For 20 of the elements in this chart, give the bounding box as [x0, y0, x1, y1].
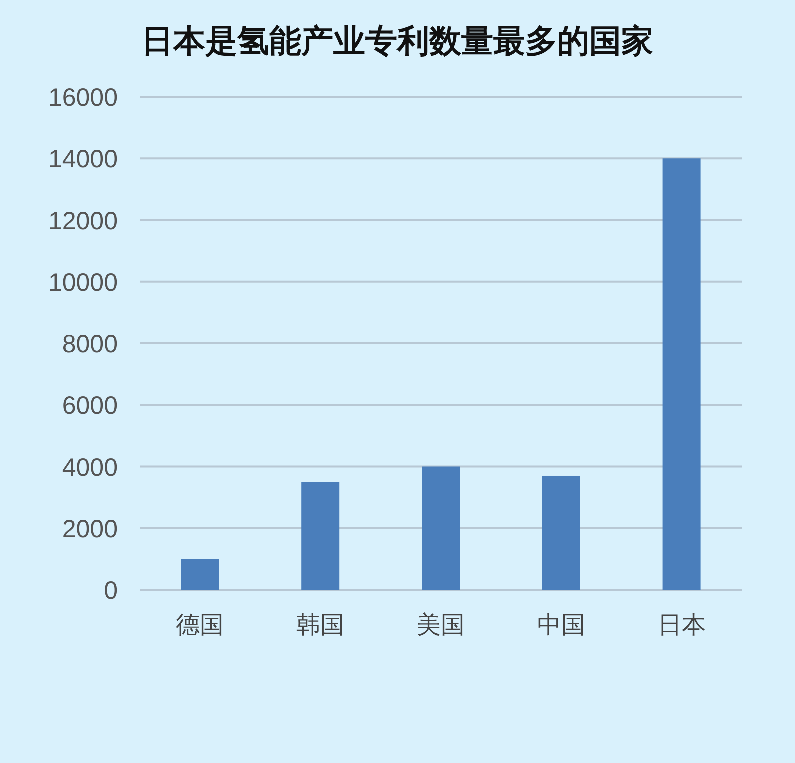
x-tick-label: 德国 — [176, 611, 224, 639]
y-tick-label: 14000 — [48, 146, 118, 174]
bar — [662, 158, 701, 590]
y-tick-label: 2000 — [62, 515, 118, 544]
y-tick-label: 16000 — [48, 84, 118, 112]
bar — [542, 476, 580, 590]
chart-title: 日本是氢能产业专利数量最多的国家 — [142, 22, 654, 60]
x-tick-label: 美国 — [417, 611, 465, 639]
bar — [302, 482, 340, 590]
bar — [422, 466, 460, 590]
x-tick-label: 韩国 — [296, 611, 345, 639]
x-tick-label: 日本 — [658, 611, 706, 639]
y-tick-label: 0 — [104, 577, 118, 605]
y-tick-label: 8000 — [62, 330, 118, 358]
bar — [181, 559, 220, 590]
y-tick-label: 6000 — [62, 392, 118, 420]
y-tick-label: 12000 — [48, 207, 118, 236]
y-tick-label: 4000 — [62, 454, 118, 482]
x-tick-label: 中国 — [537, 611, 586, 639]
y-tick-label: 10000 — [48, 268, 118, 297]
